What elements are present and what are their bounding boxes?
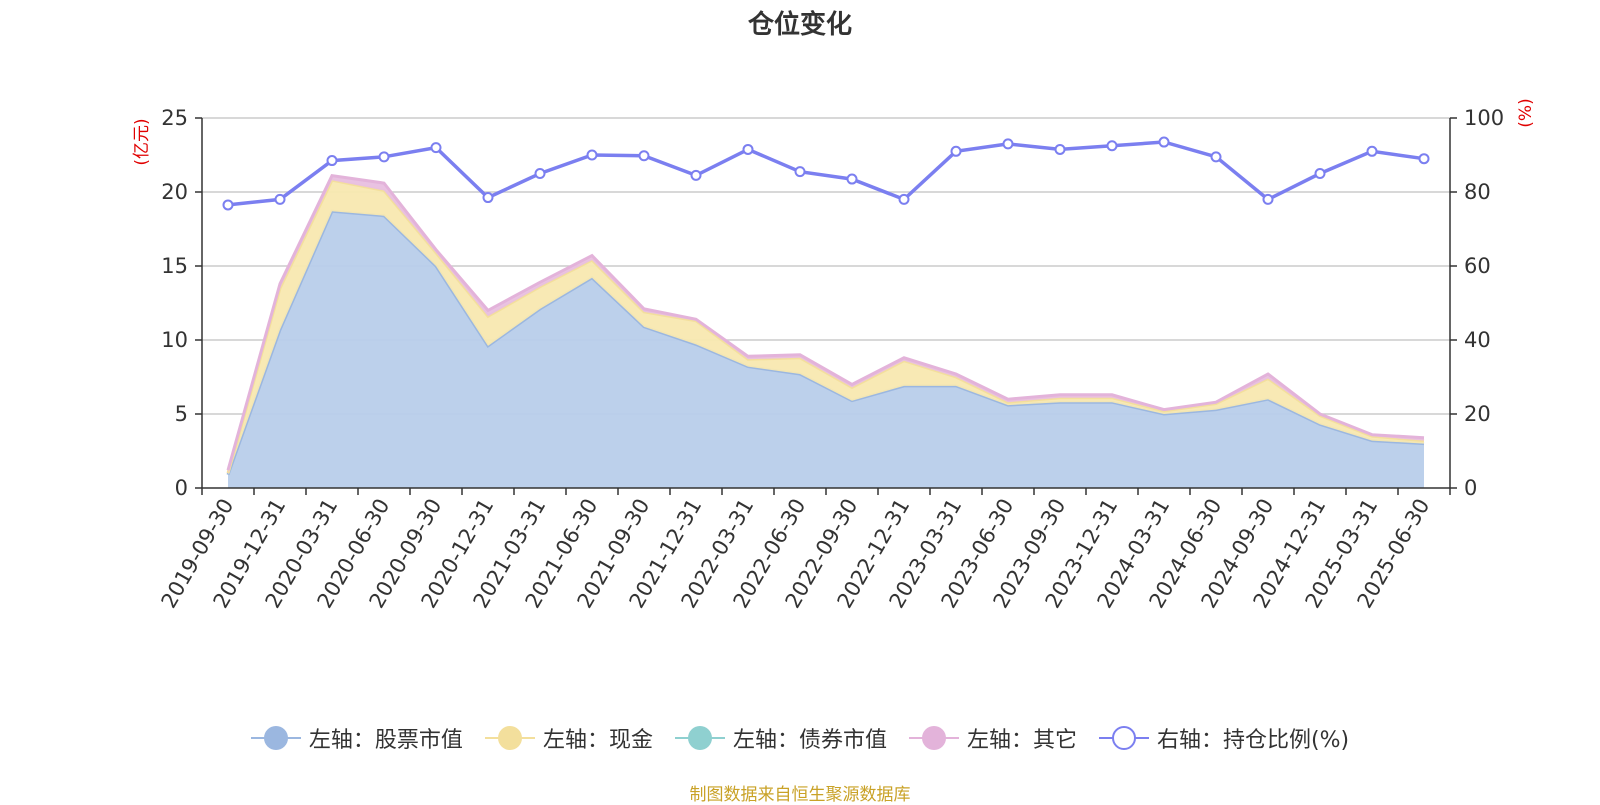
ratio-point <box>1002 138 1014 150</box>
stacked-areas <box>226 174 1425 488</box>
legend-swatch-icon <box>484 726 535 750</box>
ratio-point <box>274 193 286 205</box>
legend-label: 左轴：现金 <box>542 728 653 753</box>
legend-item[interactable]: 左轴：现金 <box>484 722 653 754</box>
ratio-point <box>1210 151 1222 163</box>
area-左轴：股票市值 <box>228 211 1424 488</box>
ratio-point <box>534 168 546 179</box>
left-axis-unit: (亿元) <box>132 118 152 165</box>
ratio-point <box>742 143 754 155</box>
right-axis-tick-label: 60 <box>1464 254 1491 278</box>
ratio-point <box>846 173 858 185</box>
legend-label: 左轴：股票市值 <box>308 728 463 753</box>
legend-item[interactable]: 左轴：其它 <box>908 722 1077 754</box>
ratio-point <box>950 145 962 157</box>
chart-title: 仓位变化 <box>747 10 852 40</box>
area-edge-左轴：其它 <box>226 174 1425 471</box>
right-axis-tick-label: 40 <box>1464 328 1491 352</box>
ratio-point <box>1366 145 1378 157</box>
right-axis-unit: (%) <box>1516 98 1536 127</box>
legend-item[interactable]: 左轴：债券市值 <box>674 722 887 754</box>
ratio-point <box>222 199 234 211</box>
legend-label: 左轴：其它 <box>966 728 1077 753</box>
ratio-point <box>1314 168 1326 179</box>
ratio-point <box>1106 140 1118 152</box>
ratio-point <box>898 193 910 205</box>
ratio-point <box>430 142 442 154</box>
left-axis-tick-label: 20 <box>161 180 188 204</box>
legend-swatch-icon <box>1098 726 1149 750</box>
ratio-point <box>1418 153 1430 165</box>
left-axis-tick-label: 10 <box>161 328 188 352</box>
legend-item[interactable]: 左轴：股票市值 <box>250 722 463 754</box>
data-source-note: 制图数据来自恒生聚源数据库 <box>689 785 911 805</box>
legend-swatch-icon <box>908 726 959 750</box>
ratio-point <box>378 151 390 163</box>
ratio-point <box>1054 143 1066 155</box>
right-axis-tick-label: 0 <box>1464 476 1477 500</box>
legend-label: 右轴：持仓比例(%) <box>1156 728 1350 753</box>
right-axis-tick-label: 20 <box>1464 402 1491 426</box>
ratio-point <box>482 192 494 204</box>
left-axis-tick-label: 15 <box>161 254 188 278</box>
legend-swatch-icon <box>674 726 725 750</box>
ratio-point <box>638 150 650 162</box>
position-ratio-line <box>222 136 1430 211</box>
left-axis-tick-label: 0 <box>175 476 188 500</box>
ratio-point <box>794 166 806 178</box>
legend-label: 左轴：债券市值 <box>732 728 887 753</box>
ratio-point <box>586 149 598 161</box>
legend-swatch-icon <box>250 726 301 750</box>
right-axis-tick-label: 80 <box>1464 180 1491 204</box>
ratio-point <box>1262 193 1274 205</box>
legend-item[interactable]: 右轴：持仓比例(%) <box>1098 722 1350 754</box>
ratio-line <box>227 140 1425 207</box>
ratio-point <box>690 169 702 181</box>
ratio-point <box>1158 136 1170 148</box>
ratio-point <box>326 155 338 167</box>
left-axis-tick-label: 25 <box>161 106 188 130</box>
right-axis-tick-label: 100 <box>1464 106 1504 130</box>
left-axis-tick-label: 5 <box>175 402 188 426</box>
legend: 左轴：股票市值 左轴：现金 左轴：债券市值 左轴：其它 右轴：持仓比例(%) <box>0 722 1600 754</box>
